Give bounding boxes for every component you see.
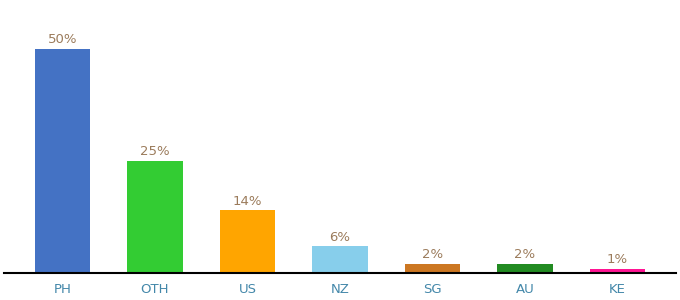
Text: 25%: 25%	[140, 146, 170, 158]
Bar	[35, 49, 90, 273]
Text: 2%: 2%	[422, 248, 443, 262]
Text: 14%: 14%	[233, 195, 262, 208]
Text: 1%: 1%	[607, 253, 628, 266]
Bar	[127, 161, 183, 273]
Text: 6%: 6%	[330, 230, 350, 244]
Text: 2%: 2%	[515, 248, 536, 262]
Bar	[590, 268, 645, 273]
Bar	[497, 264, 553, 273]
Bar	[312, 246, 368, 273]
Bar	[405, 264, 460, 273]
Bar	[220, 210, 275, 273]
Text: 50%: 50%	[48, 33, 78, 46]
